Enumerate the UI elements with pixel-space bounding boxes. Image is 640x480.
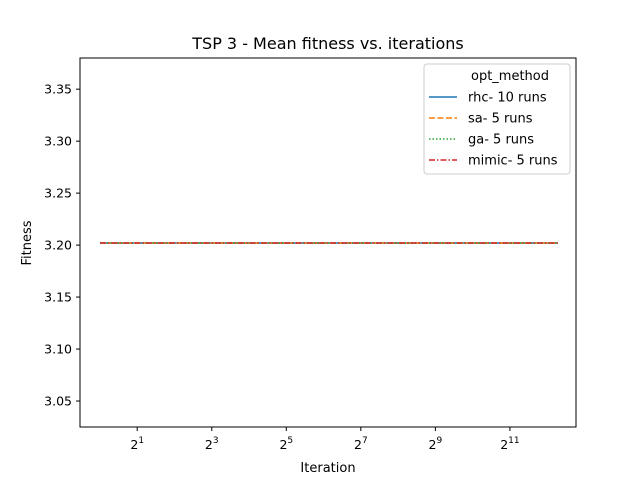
legend: opt_method rhc- 10 runs sa- 5 runs ga- 5 r… [423, 63, 571, 175]
y-tick-label: 3.35 [44, 82, 72, 97]
legend-label-ga-5-runs: ga- 5 runs [468, 133, 534, 148]
x-tick-label: 29 [429, 436, 443, 452]
x-tick-label: 211 [500, 436, 519, 452]
x-tick-label: 25 [279, 436, 293, 452]
legend-label-rhc-10-runs: rhc- 10 runs [468, 91, 547, 106]
legend-title: opt_method [471, 69, 549, 84]
y-tick-label: 3.25 [44, 186, 72, 201]
x-axis: 21 23 25 27 29 211 [130, 427, 520, 452]
plot-frame [79, 57, 577, 428]
chart-title: TSP 3 - Mean fitness vs. iterations [191, 34, 463, 53]
y-axis-label: Fitness [20, 220, 35, 265]
x-tick-label: 27 [354, 436, 368, 452]
x-tick-label: 23 [205, 436, 219, 452]
legend-box [423, 63, 571, 175]
x-axis-label: Iteration [300, 461, 355, 476]
y-tick-label: 3.20 [44, 238, 72, 253]
y-tick-label: 3.10 [44, 342, 72, 357]
legend-entries: rhc- 10 runs sa- 5 runs ga- 5 runs mimic- 5… [429, 91, 558, 169]
legend-label-mimic-5-runs: mimic- 5 runs [468, 154, 558, 169]
y-tick-label: 3.05 [44, 394, 72, 409]
y-tick-label: 3.15 [44, 290, 72, 305]
y-tick-label: 3.30 [44, 134, 72, 149]
x-tick-label: 21 [130, 436, 144, 452]
y-axis: 3.05 3.10 3.15 3.20 3.25 3.30 3.35 [44, 82, 80, 409]
legend-label-sa-5-runs: sa- 5 runs [468, 112, 533, 127]
